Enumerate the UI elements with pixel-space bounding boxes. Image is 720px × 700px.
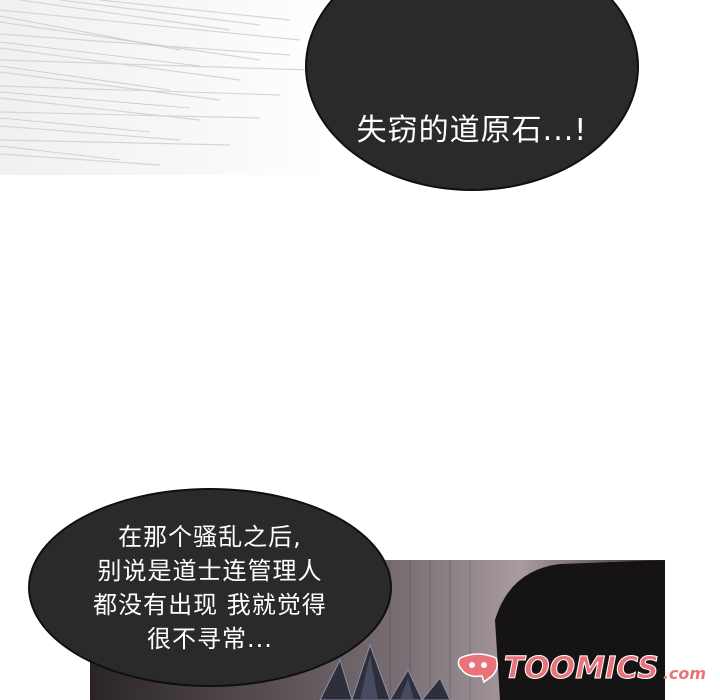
- watermark-brand: TOOMICS: [503, 651, 659, 687]
- bubble-line: 在那个骚乱之后,: [118, 522, 302, 551]
- speech-bubble-bottom: 在那个骚乱之后, 别说是道士连管理人 都没有出现 我就觉得 很不寻常...: [28, 488, 392, 687]
- bubble-line: 很不寻常...: [147, 624, 273, 653]
- watermark-suffix: .com: [662, 664, 706, 683]
- bubble-line: 都没有出现 我就觉得: [93, 590, 327, 619]
- bubble-bottom-text: 在那个骚乱之后, 别说是道士连管理人 都没有出现 我就觉得 很不寻常...: [93, 520, 327, 656]
- toomics-logo-icon: [457, 652, 498, 683]
- speed-lines: [0, 0, 330, 175]
- speech-bubble-top: 失窃的道原石...!: [305, 0, 639, 191]
- bubble-line: 别说是道士连管理人: [97, 556, 323, 585]
- toomics-watermark: TOOMICS .com: [456, 651, 706, 687]
- bubble-top-text: 失窃的道原石...!: [356, 112, 588, 148]
